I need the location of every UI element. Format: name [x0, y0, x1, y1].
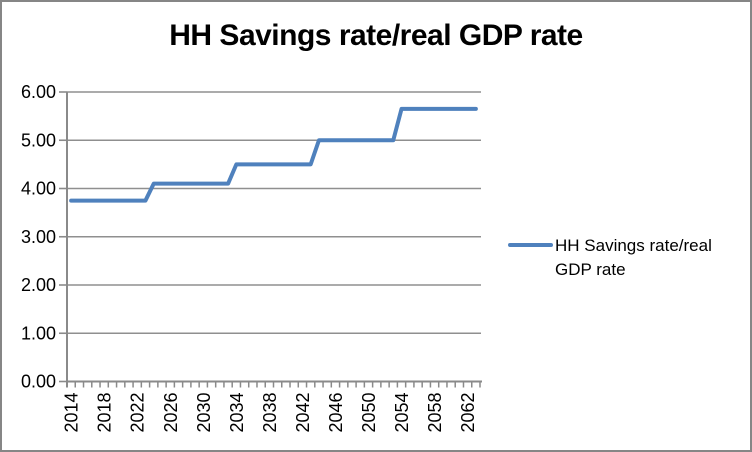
x-tick-label: 2030 — [194, 393, 214, 433]
x-tick-label: 2038 — [260, 393, 280, 433]
chart-title: HH Savings rate/real GDP rate — [169, 19, 583, 52]
x-tick-label: 2054 — [392, 393, 412, 433]
y-tick-label: 3.00 — [21, 227, 56, 247]
x-tick-label: 2018 — [95, 393, 115, 433]
x-tick-label: 2062 — [458, 393, 478, 433]
y-tick-label: 4.00 — [21, 179, 56, 199]
x-tick-label: 2026 — [161, 393, 181, 433]
x-tick-label: 2022 — [128, 393, 148, 433]
y-tick-label: 1.00 — [21, 323, 56, 343]
x-tick-label: 2014 — [62, 393, 82, 433]
series-line — [69, 106, 478, 203]
legend-line-sample — [508, 243, 553, 247]
x-tick-label: 2042 — [293, 393, 313, 433]
x-tick-label: 2034 — [227, 393, 247, 433]
y-tick-label: 2.00 — [21, 275, 56, 295]
x-tick-label: 2058 — [425, 393, 445, 433]
y-tick-label: 6.00 — [21, 82, 56, 102]
x-tick-label: 2046 — [326, 393, 346, 433]
y-tick-label: 5.00 — [21, 130, 56, 150]
x-tick-label: 2050 — [359, 393, 379, 433]
y-tick-label: 0.00 — [21, 372, 56, 392]
legend: HH Savings rate/real GDP rate — [508, 234, 740, 282]
legend-label: HH Savings rate/real GDP rate — [555, 236, 712, 279]
